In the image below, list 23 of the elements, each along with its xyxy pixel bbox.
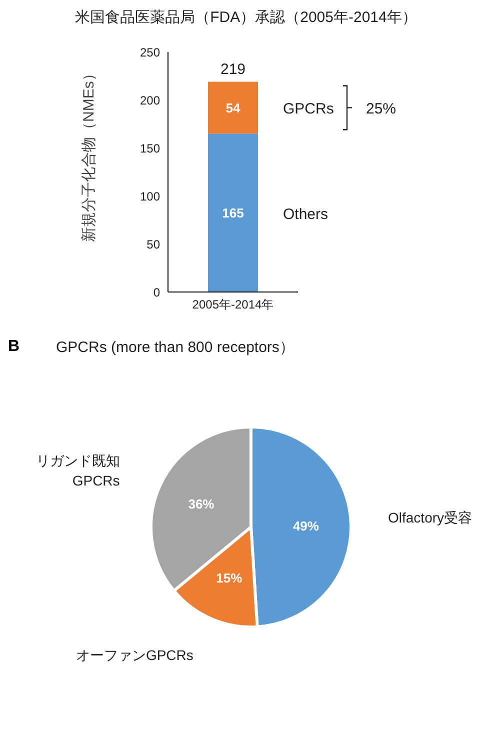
y-axis-title: 新規分子化合物（NMEs）	[80, 66, 98, 242]
y-tick-label: 0	[153, 285, 160, 300]
data-label: 49%	[292, 518, 320, 534]
chart-title: 米国食品医薬品局（FDA）承認（2005年-2014年）	[74, 8, 418, 28]
data-label: 165	[222, 205, 244, 220]
y-tick-label: 250	[140, 45, 160, 60]
slice-label: リガンド既知 GPCRs	[36, 452, 120, 488]
data-label: 54	[226, 100, 241, 116]
slice-label: オーファンGPCRs	[76, 647, 194, 664]
y-tick-label: 150	[140, 141, 160, 156]
series-label: Others	[283, 206, 328, 223]
slice-label: Olfactory受容	[388, 509, 472, 526]
data-label: 15%	[216, 570, 243, 586]
y-tick-label: 50	[146, 237, 160, 252]
data-label: 36%	[188, 496, 215, 512]
y-tick-label: 100	[140, 189, 160, 204]
total-label: 219	[220, 60, 246, 78]
text: B	[8, 338, 20, 356]
series-label: GPCRs	[283, 100, 334, 118]
x-tick-label: 2005年-2014年	[192, 298, 274, 312]
y-tick-label: 200	[140, 93, 160, 108]
chart-title: GPCRs (more than 800 receptors）	[56, 339, 294, 356]
text: 25%	[366, 100, 396, 118]
